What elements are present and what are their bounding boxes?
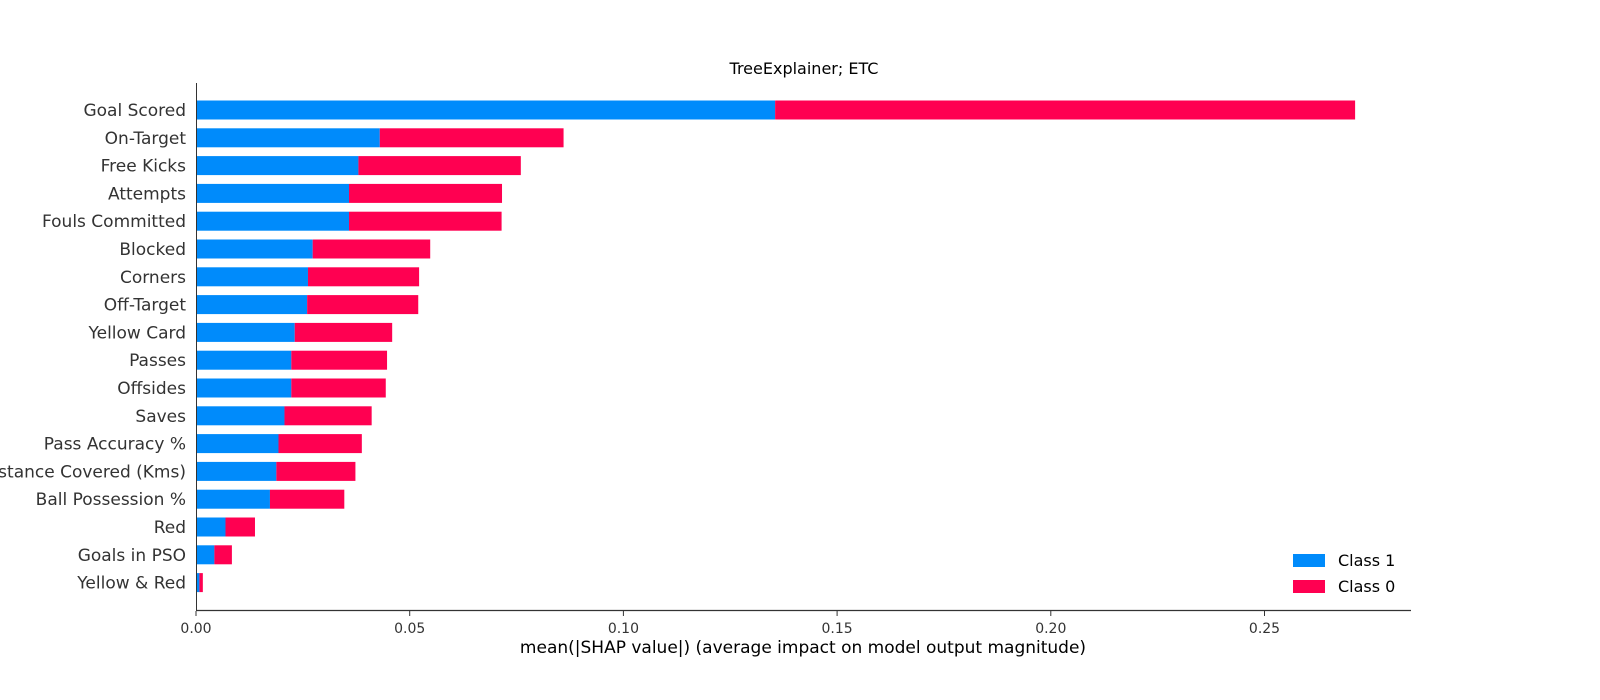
bar-class-0 — [199, 573, 203, 593]
y-tick-label: Ball Possession % — [36, 490, 186, 510]
y-tick-label: Yellow Card — [87, 323, 186, 343]
bar-class-0 — [291, 378, 386, 398]
legend-swatch — [1293, 554, 1325, 567]
bar-class-1 — [196, 517, 226, 537]
bar-class-1 — [196, 406, 285, 426]
bar-class-0 — [379, 128, 564, 148]
bar-class-0 — [349, 211, 502, 231]
x-tick-label: 0.25 — [1249, 621, 1280, 637]
y-tick-label: Offsides — [117, 379, 186, 399]
bar-class-0 — [276, 461, 356, 481]
bar-class-0 — [284, 406, 372, 426]
bar-class-1 — [196, 211, 350, 231]
y-tick-label: On-Target — [105, 129, 187, 149]
y-tick-label: Saves — [135, 407, 186, 427]
bar-class-1 — [196, 378, 292, 398]
legend-label: Class 0 — [1338, 577, 1395, 596]
y-tick-label: Goal Scored — [83, 101, 186, 121]
bar-class-1 — [196, 239, 313, 259]
bar-class-0 — [775, 100, 1356, 120]
chart-title: TreeExplainer; ETC — [729, 59, 879, 78]
y-tick-label: Pass Accuracy % — [44, 435, 186, 455]
y-tick-label: Passes — [129, 351, 186, 371]
bars-layer — [196, 100, 1356, 593]
bar-class-0 — [307, 267, 420, 287]
bar-class-1 — [196, 350, 292, 370]
y-tick-label: Yellow & Red — [76, 574, 186, 594]
bar-class-0 — [294, 322, 393, 342]
y-tick-label: Attempts — [108, 184, 186, 204]
x-tick-label: 0.20 — [1035, 621, 1066, 637]
y-tick-label: Corners — [120, 268, 186, 288]
x-axis-label: mean(|SHAP value|) (average impact on mo… — [520, 638, 1086, 658]
bar-class-0 — [349, 183, 503, 203]
x-ticks: 0.00 0.05 0.10 0.15 0.20 0.25 — [180, 611, 1280, 637]
x-tick-label: 0.15 — [822, 621, 853, 637]
legend-swatch — [1293, 580, 1325, 593]
bar-class-0 — [307, 295, 419, 315]
bar-class-0 — [214, 545, 232, 565]
bar-class-0 — [312, 239, 431, 259]
x-tick-label: 0.10 — [608, 621, 639, 637]
bar-class-1 — [196, 489, 270, 509]
y-tick-label: Blocked — [119, 240, 186, 260]
bar-class-1 — [196, 156, 359, 176]
bar-class-1 — [196, 295, 308, 315]
bar-class-0 — [278, 434, 362, 454]
bar-class-1 — [196, 267, 308, 287]
bar-class-1 — [196, 545, 215, 565]
bar-class-1 — [196, 434, 279, 454]
y-tick-label: Fouls Committed — [42, 212, 186, 232]
bar-class-1 — [196, 183, 350, 203]
legend: Class 1 Class 0 — [1293, 551, 1395, 596]
y-tick-labels: Goal Scored On-Target Free Kicks Attempts Fo… — [0, 101, 186, 594]
y-tick-label: Red — [154, 518, 186, 538]
bar-class-0 — [358, 156, 521, 176]
legend-label: Class 1 — [1338, 551, 1395, 570]
bar-class-1 — [196, 322, 295, 342]
bar-class-1 — [196, 128, 380, 148]
bar-class-0 — [225, 517, 255, 537]
bar-class-0 — [291, 350, 388, 370]
bar-class-1 — [196, 100, 776, 120]
bar-class-1 — [196, 573, 200, 593]
y-tick-label: Goals in PSO — [78, 546, 186, 566]
y-tick-label: Free Kicks — [101, 157, 187, 177]
bar-class-0 — [269, 489, 345, 509]
y-tick-label: Off-Target — [104, 296, 187, 316]
x-tick-label: 0.05 — [394, 621, 425, 637]
bar-class-1 — [196, 461, 277, 481]
y-tick-label: Distance Covered (Kms) — [0, 462, 186, 482]
x-tick-label: 0.00 — [180, 621, 211, 637]
